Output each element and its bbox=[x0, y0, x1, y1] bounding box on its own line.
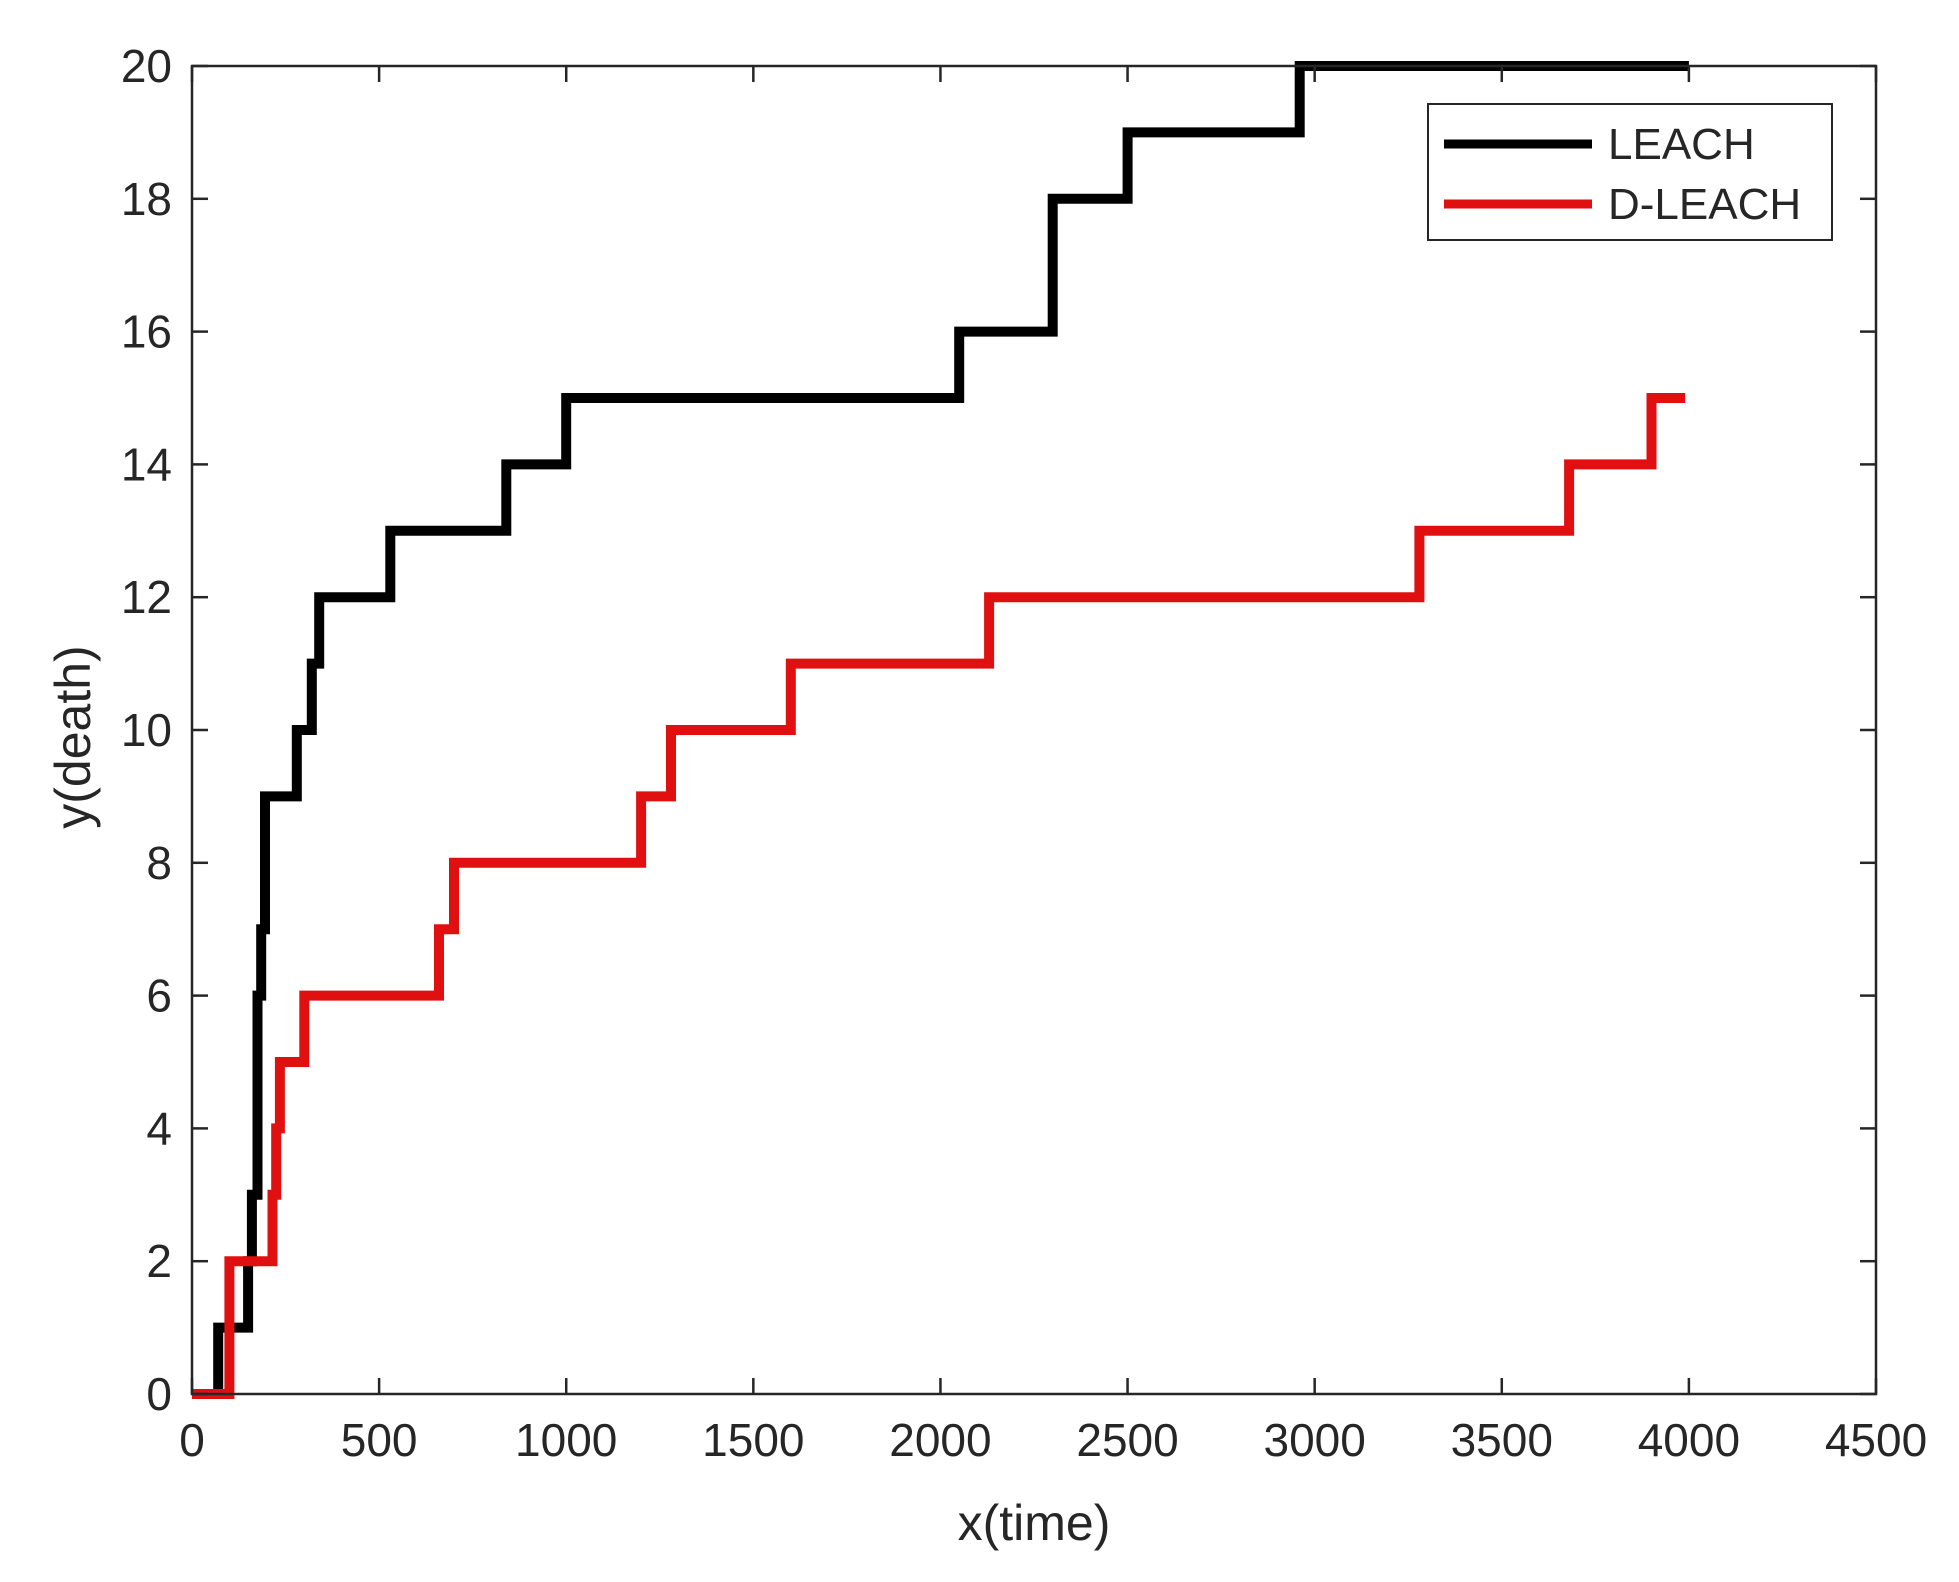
x-tick-label: 3000 bbox=[1263, 1414, 1365, 1466]
y-tick-label: 14 bbox=[121, 438, 172, 490]
series-layer bbox=[192, 61, 1689, 1399]
x-tick-label: 1500 bbox=[702, 1414, 804, 1466]
legend-label-d-leach: D-LEACH bbox=[1608, 180, 1801, 229]
y-tick-label: 20 bbox=[121, 40, 172, 92]
y-tick-label: 6 bbox=[146, 970, 172, 1022]
y-tick-label: 8 bbox=[146, 837, 172, 889]
y-tick-label: 18 bbox=[121, 173, 172, 225]
x-tick-label: 0 bbox=[179, 1414, 205, 1466]
x-tick-label: 2000 bbox=[889, 1414, 991, 1466]
y-tick-label: 12 bbox=[121, 571, 172, 623]
x-tick-label: 2500 bbox=[1076, 1414, 1178, 1466]
plot-area bbox=[192, 66, 1876, 1394]
y-tick-label: 0 bbox=[146, 1368, 172, 1420]
y-tick-label: 2 bbox=[146, 1235, 172, 1287]
y-tick-label: 10 bbox=[121, 704, 172, 756]
x-tick-label: 3500 bbox=[1451, 1414, 1553, 1466]
y-axis-label: y(death) bbox=[45, 645, 101, 828]
x-tick-label: 1000 bbox=[515, 1414, 617, 1466]
x-tick-label: 500 bbox=[341, 1414, 418, 1466]
axes-layer: 0 500 1000 1500 2000 2500 3000 3500 4000 4500 0 2 4 6… bbox=[121, 40, 1927, 1466]
legend-label-leach: LEACH bbox=[1608, 120, 1755, 169]
y-tick-label: 4 bbox=[146, 1102, 172, 1154]
legend-box bbox=[1427, 103, 1833, 241]
x-tick-label: 4000 bbox=[1638, 1414, 1740, 1466]
series-line-d-leach bbox=[192, 393, 1686, 1399]
legend: LEACH D-LEACH bbox=[1427, 103, 1833, 241]
plot-background bbox=[192, 66, 1876, 1394]
y-tick-label: 16 bbox=[121, 306, 172, 358]
x-tick-label: 4500 bbox=[1825, 1414, 1927, 1466]
x-axis-label: x(time) bbox=[958, 1495, 1111, 1551]
